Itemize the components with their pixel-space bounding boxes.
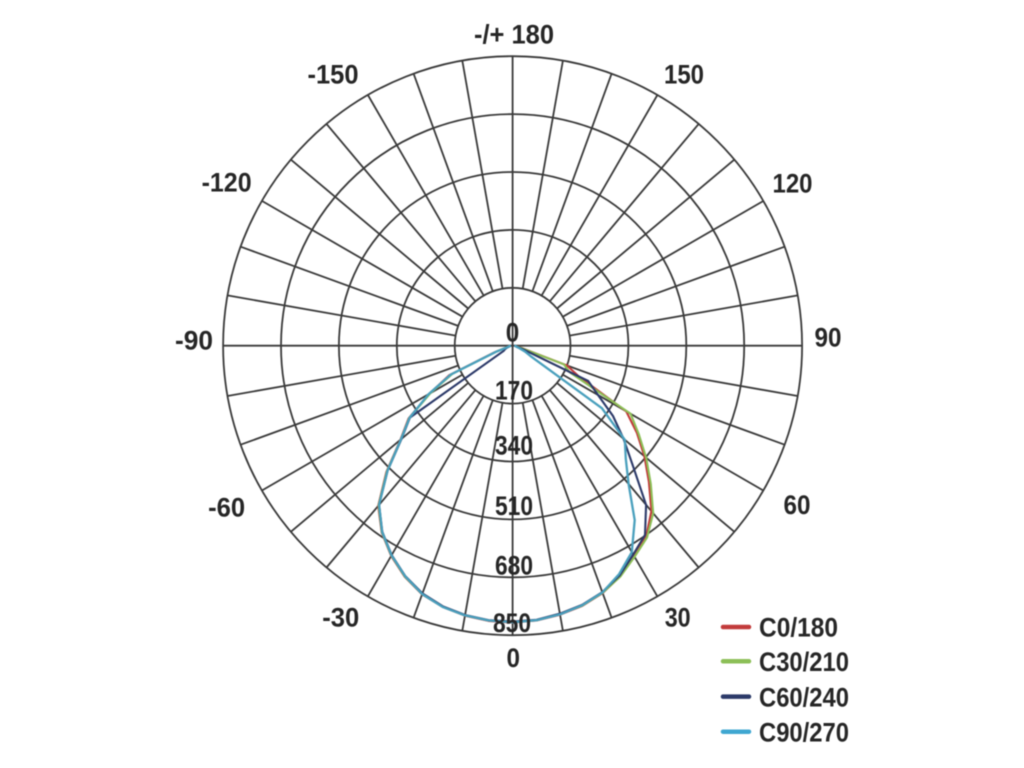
svg-text:340: 340	[495, 431, 533, 461]
svg-text:C60/240: C60/240	[759, 682, 849, 712]
svg-text:510: 510	[495, 491, 533, 521]
svg-text:-90: -90	[175, 326, 213, 356]
svg-text:0: 0	[506, 318, 520, 348]
svg-text:170: 170	[495, 376, 533, 406]
svg-text:680: 680	[495, 551, 533, 581]
svg-text:C90/270: C90/270	[759, 717, 849, 747]
svg-text:0: 0	[507, 643, 521, 673]
svg-text:30: 30	[665, 602, 691, 632]
svg-text:850: 850	[493, 608, 531, 638]
svg-text:-30: -30	[322, 602, 359, 632]
svg-text:-120: -120	[202, 167, 252, 197]
svg-text:120: 120	[773, 169, 813, 199]
svg-text:150: 150	[664, 59, 704, 89]
svg-text:90: 90	[815, 323, 842, 353]
svg-text:60: 60	[784, 490, 811, 520]
svg-text:-150: -150	[308, 60, 359, 90]
svg-text:-/+ 180: -/+ 180	[474, 19, 554, 49]
svg-text:C30/210: C30/210	[759, 647, 849, 677]
svg-text:-60: -60	[208, 492, 245, 522]
svg-text:C0/180: C0/180	[759, 613, 838, 643]
